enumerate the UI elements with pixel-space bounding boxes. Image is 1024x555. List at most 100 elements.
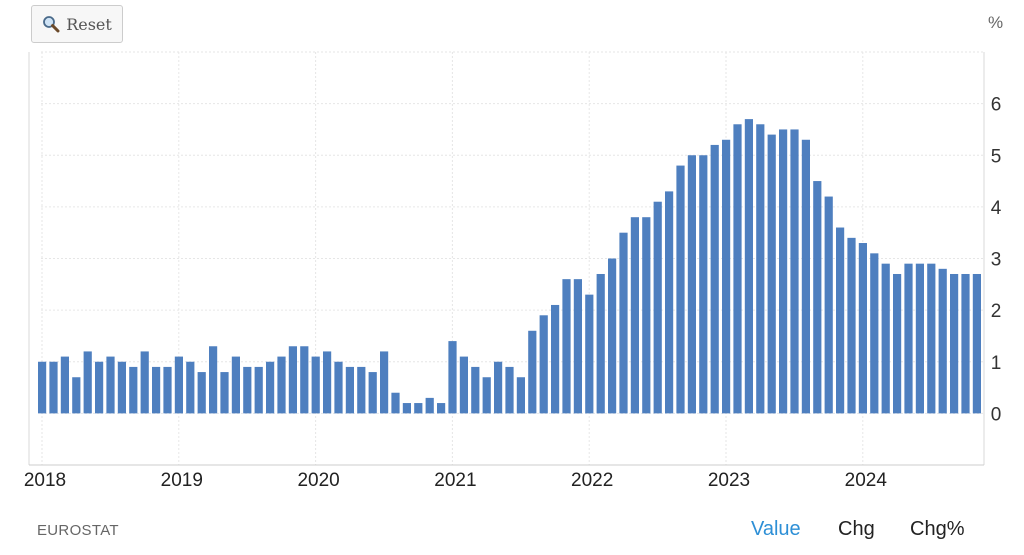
bar[interactable] bbox=[813, 181, 822, 414]
bar[interactable] bbox=[687, 155, 696, 414]
bar[interactable] bbox=[448, 341, 457, 414]
bar[interactable] bbox=[380, 351, 389, 414]
bar[interactable] bbox=[117, 361, 126, 414]
bar[interactable] bbox=[414, 403, 423, 414]
bar[interactable] bbox=[391, 392, 400, 414]
bar[interactable] bbox=[972, 273, 981, 414]
bar[interactable] bbox=[516, 377, 525, 414]
bar[interactable] bbox=[767, 134, 776, 414]
bar[interactable] bbox=[881, 263, 890, 414]
bar-chart: 0 1 2 3 4 5 6 2018 2019 2020 2021 2022 2023 2024 bbox=[24, 51, 1002, 491]
bar[interactable] bbox=[209, 346, 218, 414]
bar[interactable] bbox=[459, 356, 468, 414]
bar[interactable] bbox=[38, 361, 47, 414]
bar[interactable] bbox=[505, 366, 514, 414]
bar[interactable] bbox=[790, 129, 799, 414]
bar[interactable] bbox=[836, 227, 845, 414]
bar[interactable] bbox=[824, 196, 833, 414]
bar[interactable] bbox=[653, 201, 662, 414]
bar[interactable] bbox=[950, 273, 959, 414]
bar[interactable] bbox=[801, 139, 810, 414]
bar[interactable] bbox=[630, 217, 639, 414]
bar[interactable] bbox=[596, 273, 605, 414]
tab-chg[interactable]: Chg bbox=[838, 518, 875, 540]
bar[interactable] bbox=[254, 366, 263, 414]
bar[interactable] bbox=[334, 361, 343, 414]
bar[interactable] bbox=[300, 346, 309, 414]
bar[interactable] bbox=[699, 155, 708, 414]
bar[interactable] bbox=[665, 191, 674, 414]
magnifier-icon bbox=[42, 15, 60, 33]
bar[interactable] bbox=[277, 356, 286, 414]
bar[interactable] bbox=[425, 397, 434, 414]
bar[interactable] bbox=[676, 165, 685, 414]
bar[interactable] bbox=[722, 139, 731, 414]
bar[interactable] bbox=[140, 351, 149, 414]
bar[interactable] bbox=[733, 124, 742, 414]
bar[interactable] bbox=[870, 253, 879, 414]
y-tick-label: 4 bbox=[991, 198, 1002, 219]
bar[interactable] bbox=[266, 361, 275, 414]
tab-chg-percent[interactable]: Chg% bbox=[910, 518, 965, 540]
x-tick-label: 2018 bbox=[24, 470, 66, 491]
bar[interactable] bbox=[961, 273, 970, 414]
y-tick-label: 0 bbox=[991, 404, 1002, 425]
bar[interactable] bbox=[323, 351, 332, 414]
bar[interactable] bbox=[106, 356, 115, 414]
bar[interactable] bbox=[437, 403, 446, 414]
bar[interactable] bbox=[220, 372, 229, 414]
bar[interactable] bbox=[345, 366, 354, 414]
bar[interactable] bbox=[482, 377, 491, 414]
y-tick-label: 3 bbox=[991, 250, 1002, 271]
bar[interactable] bbox=[539, 315, 548, 414]
x-tick-label: 2020 bbox=[297, 470, 339, 491]
bar[interactable] bbox=[573, 279, 582, 414]
bar[interactable] bbox=[779, 129, 788, 414]
bar[interactable] bbox=[710, 144, 719, 414]
bar[interactable] bbox=[927, 263, 936, 414]
bar[interactable] bbox=[471, 366, 480, 414]
x-tick-label: 2021 bbox=[434, 470, 476, 491]
view-tabs: Value Chg Chg% bbox=[0, 518, 1024, 546]
bar[interactable] bbox=[129, 366, 138, 414]
bar[interactable] bbox=[95, 361, 104, 414]
tab-value[interactable]: Value bbox=[751, 518, 801, 540]
bar[interactable] bbox=[288, 346, 297, 414]
bar[interactable] bbox=[152, 366, 161, 414]
bar[interactable] bbox=[642, 217, 651, 414]
bar[interactable] bbox=[402, 403, 411, 414]
bar[interactable] bbox=[60, 356, 69, 414]
bar[interactable] bbox=[163, 366, 172, 414]
bar[interactable] bbox=[756, 124, 765, 414]
unit-label: % bbox=[988, 13, 1004, 32]
bar[interactable] bbox=[938, 268, 947, 414]
bar[interactable] bbox=[72, 377, 81, 414]
bar[interactable] bbox=[528, 330, 537, 414]
bar[interactable] bbox=[585, 294, 594, 414]
bar[interactable] bbox=[231, 356, 240, 414]
bar[interactable] bbox=[368, 372, 377, 414]
bar[interactable] bbox=[49, 361, 58, 414]
bar[interactable] bbox=[893, 273, 902, 414]
x-tick-label: 2024 bbox=[845, 470, 888, 491]
bar[interactable] bbox=[915, 263, 924, 414]
bar[interactable] bbox=[311, 356, 320, 414]
bar[interactable] bbox=[744, 119, 753, 414]
y-tick-label: 2 bbox=[991, 301, 1002, 322]
bar[interactable] bbox=[847, 237, 856, 414]
bar[interactable] bbox=[904, 263, 913, 414]
bar[interactable] bbox=[608, 258, 617, 414]
bar[interactable] bbox=[858, 243, 867, 414]
bar[interactable] bbox=[551, 304, 560, 414]
bar[interactable] bbox=[83, 351, 92, 414]
bar[interactable] bbox=[562, 279, 571, 414]
bar[interactable] bbox=[174, 356, 183, 414]
bar[interactable] bbox=[357, 366, 366, 414]
bar[interactable] bbox=[619, 232, 628, 414]
source-label: EUROSTAT bbox=[37, 522, 119, 539]
reset-button[interactable]: Reset bbox=[31, 5, 123, 43]
bar[interactable] bbox=[197, 372, 206, 414]
bar[interactable] bbox=[494, 361, 503, 414]
bar[interactable] bbox=[186, 361, 195, 414]
bar[interactable] bbox=[243, 366, 252, 414]
